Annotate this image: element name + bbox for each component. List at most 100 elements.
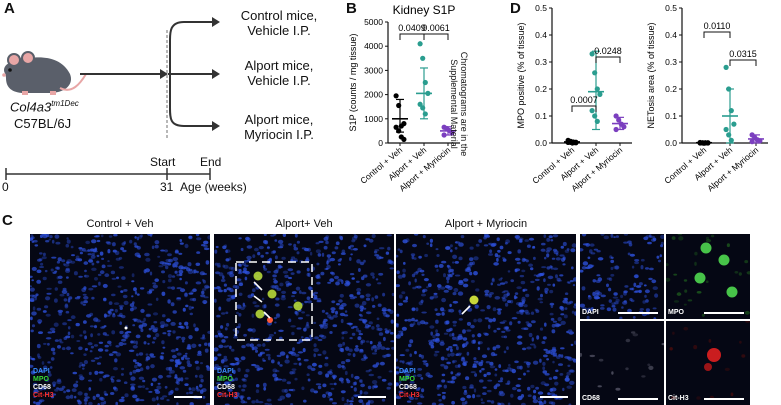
nucleus bbox=[276, 354, 282, 358]
nucleus bbox=[121, 315, 126, 319]
nucleus bbox=[332, 375, 336, 380]
nucleus bbox=[503, 350, 507, 354]
nucleus bbox=[238, 282, 244, 287]
micrograph-alport-veh bbox=[214, 234, 394, 405]
nucleus bbox=[540, 248, 546, 252]
nucleus bbox=[344, 370, 348, 376]
scale-bar bbox=[358, 396, 386, 398]
nucleus bbox=[452, 336, 457, 340]
nucleus bbox=[93, 325, 98, 329]
nucleus bbox=[186, 360, 191, 365]
nucleus bbox=[132, 301, 135, 305]
nucleus bbox=[88, 259, 94, 263]
nucleus bbox=[422, 288, 428, 292]
nucleus bbox=[349, 297, 356, 300]
nucleus bbox=[219, 374, 223, 379]
nucleus bbox=[356, 259, 361, 264]
group-3-label: Alport mice, Myriocin I.P. bbox=[244, 112, 314, 142]
nucleus bbox=[83, 295, 89, 300]
nucleus bbox=[404, 319, 408, 322]
nucleus bbox=[323, 245, 328, 250]
nucleus bbox=[639, 308, 644, 311]
nucleus bbox=[638, 282, 643, 286]
nucleus bbox=[526, 244, 531, 248]
nucleus bbox=[447, 265, 452, 270]
nucleus bbox=[130, 383, 136, 386]
nucleus bbox=[560, 347, 565, 350]
nucleus bbox=[462, 337, 468, 341]
nucleus bbox=[436, 268, 439, 272]
nucleus bbox=[615, 235, 619, 238]
nucleus bbox=[305, 256, 309, 260]
nucleus bbox=[678, 236, 684, 241]
nucleus bbox=[257, 401, 264, 404]
nucleus bbox=[458, 256, 463, 261]
nucleus bbox=[38, 331, 43, 334]
nucleus bbox=[263, 304, 267, 309]
nucleus bbox=[294, 310, 298, 315]
arrow-indicator bbox=[461, 305, 471, 315]
nucleus bbox=[175, 337, 179, 340]
nucleus bbox=[558, 354, 562, 357]
nucleus bbox=[218, 344, 224, 349]
nucleus bbox=[264, 348, 270, 351]
nucleus bbox=[446, 276, 450, 281]
nucleus bbox=[546, 237, 551, 242]
data-point bbox=[396, 128, 402, 134]
nucleus bbox=[574, 311, 576, 316]
nucleus bbox=[352, 325, 358, 329]
quad-label-cd68: CD68 bbox=[582, 395, 600, 402]
nucleus bbox=[333, 382, 337, 386]
nucleus bbox=[206, 367, 210, 371]
nucleus bbox=[385, 347, 390, 350]
nucleus bbox=[301, 336, 304, 339]
nucleus bbox=[739, 340, 742, 344]
nucleus bbox=[224, 394, 228, 398]
nucleus bbox=[482, 386, 487, 389]
nucleus bbox=[487, 389, 492, 393]
nucleus bbox=[342, 330, 348, 335]
nucleus bbox=[405, 362, 411, 365]
nucleus bbox=[434, 308, 438, 312]
nucleus bbox=[638, 289, 642, 294]
nucleus bbox=[503, 290, 509, 293]
nucleus bbox=[145, 257, 151, 262]
nucleus bbox=[207, 330, 210, 334]
nucleus bbox=[484, 333, 489, 336]
nucleus bbox=[341, 361, 346, 365]
nucleus bbox=[420, 320, 426, 325]
nucleus bbox=[451, 376, 457, 380]
cit-h3-positive-cell bbox=[707, 348, 721, 362]
nucleus bbox=[229, 273, 235, 278]
nucleus bbox=[81, 363, 86, 367]
nucleus bbox=[549, 302, 555, 306]
nucleus bbox=[458, 279, 464, 284]
nucleus bbox=[549, 392, 556, 396]
nucleus bbox=[140, 308, 145, 313]
nucleus bbox=[544, 383, 550, 387]
nucleus bbox=[510, 393, 514, 398]
nucleus bbox=[70, 245, 74, 249]
nucleus bbox=[97, 333, 101, 336]
nucleus bbox=[552, 360, 555, 364]
nucleus bbox=[396, 334, 401, 339]
nucleus bbox=[525, 361, 531, 366]
nucleus bbox=[99, 377, 103, 382]
nucleus bbox=[360, 379, 363, 384]
zoom-cd68 bbox=[580, 321, 664, 405]
nucleus bbox=[179, 242, 184, 245]
nucleus bbox=[184, 377, 189, 380]
nucleus bbox=[461, 356, 465, 360]
data-point bbox=[594, 118, 600, 124]
nucleus bbox=[550, 317, 555, 321]
nucleus bbox=[122, 294, 128, 299]
nucleus bbox=[349, 273, 355, 276]
nucleus bbox=[123, 381, 128, 384]
nucleus bbox=[724, 367, 730, 371]
nucleus bbox=[544, 373, 550, 376]
nucleus bbox=[50, 395, 55, 399]
nucleus bbox=[488, 318, 493, 323]
nucleus bbox=[238, 384, 242, 388]
image-title-control: Control + Veh bbox=[86, 218, 154, 230]
